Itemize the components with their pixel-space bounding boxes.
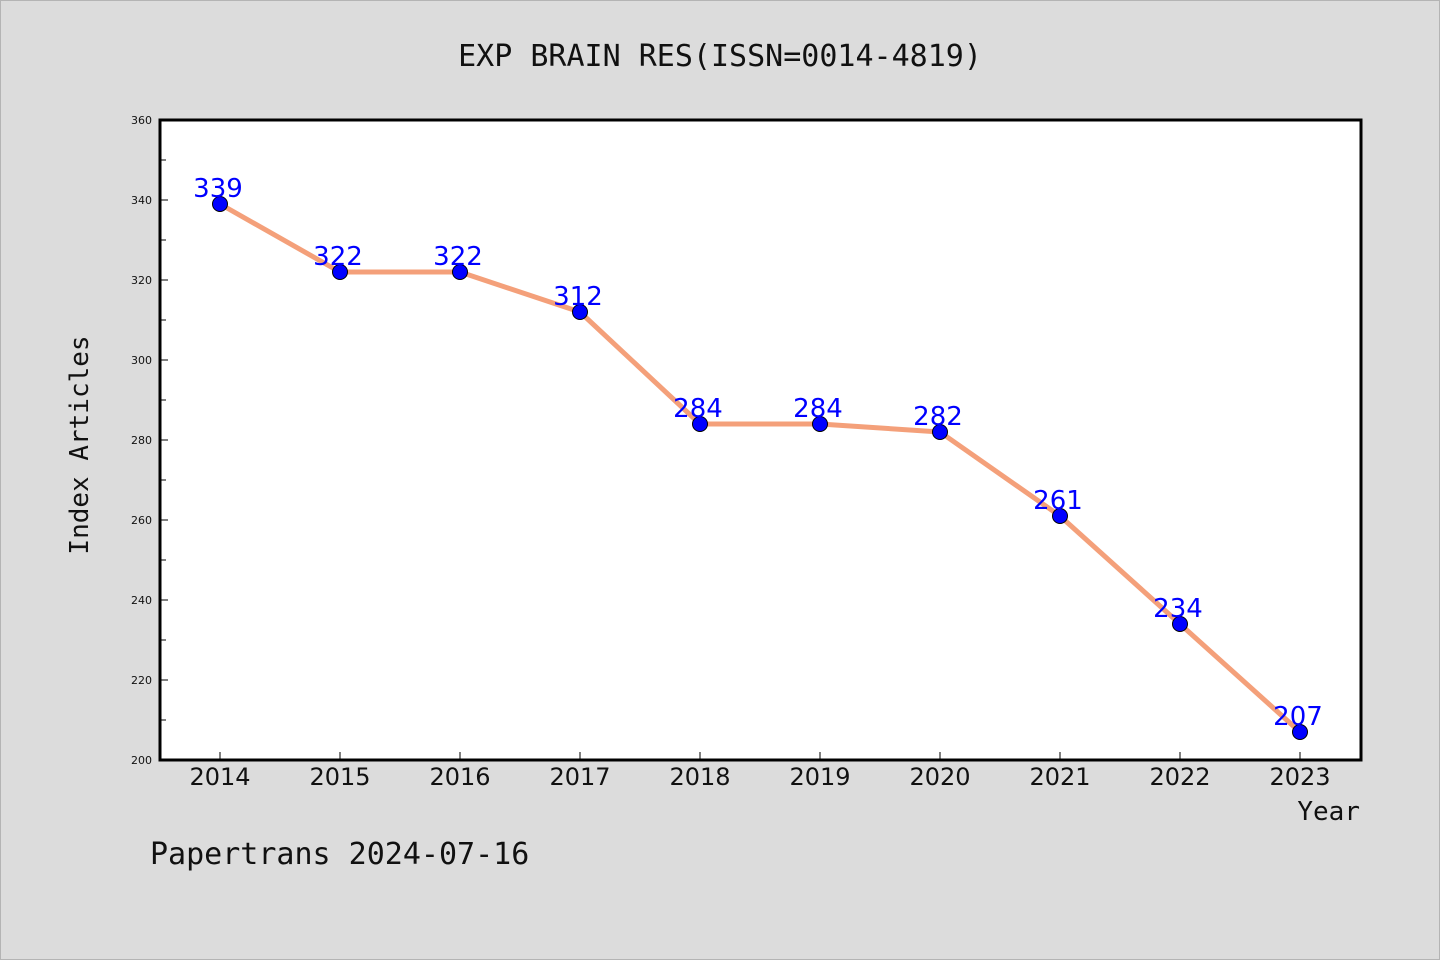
- x-axis-label: Year: [1297, 797, 1360, 827]
- series-index-articles: 339 322 322 312 284 284 282 261 234 207: [193, 174, 1323, 740]
- y-tick-label: 320: [131, 274, 152, 287]
- y-tick-label: 300: [131, 354, 152, 367]
- y-tick-label: 200: [131, 754, 152, 767]
- data-label: 322: [433, 242, 483, 272]
- data-point: [212, 196, 228, 212]
- plot-border: [158, 118, 1363, 762]
- y-axis: 200 220 240 260 280 300 320 340 360: [131, 114, 168, 767]
- data-point: [692, 416, 708, 432]
- x-tick-label: 2018: [669, 763, 730, 791]
- y-tick-label: 260: [131, 514, 152, 527]
- data-point: [1172, 616, 1188, 632]
- x-tick-label: 2017: [549, 763, 610, 791]
- x-tick-label: 2015: [309, 763, 370, 791]
- data-point: [332, 264, 348, 280]
- data-label: 284: [793, 394, 843, 424]
- data-point: [572, 304, 588, 320]
- y-tick-label: 220: [131, 674, 152, 687]
- y-tick-label: 240: [131, 594, 152, 607]
- plot-area: [160, 120, 1361, 760]
- y-tick-label: 280: [131, 434, 152, 447]
- data-label: 261: [1033, 486, 1083, 516]
- x-tick-label: 2019: [789, 763, 850, 791]
- data-point: [452, 264, 468, 280]
- footer-text: Papertrans 2024-07-16: [150, 837, 529, 872]
- data-label: 322: [313, 242, 363, 272]
- y-tick-label: 360: [131, 114, 152, 127]
- data-point: [932, 424, 948, 440]
- data-label: 207: [1273, 702, 1323, 732]
- x-tick-label: 2020: [909, 763, 970, 791]
- data-label: 234: [1153, 594, 1203, 624]
- data-label: 284: [673, 394, 723, 424]
- x-tick-label: 2021: [1029, 763, 1090, 791]
- series-line: [218, 201, 1302, 734]
- data-point: [1052, 508, 1068, 524]
- data-label: 339: [193, 174, 243, 204]
- data-point: [1292, 724, 1308, 740]
- data-label: 282: [913, 402, 963, 432]
- y-tick-label: 340: [131, 194, 152, 207]
- data-label: 312: [553, 282, 603, 312]
- x-tick-label: 2022: [1149, 763, 1210, 791]
- x-tick-label: 2023: [1269, 763, 1330, 791]
- x-tick-label: 2016: [429, 763, 490, 791]
- chart-title: EXP BRAIN RES(ISSN=0014-4819): [458, 39, 982, 74]
- data-point: [812, 416, 828, 432]
- x-tick-label: 2014: [189, 763, 250, 791]
- x-axis: 2014 2015 2016 2017 2018 2019 2020 2021 2022 2023: [189, 752, 1331, 791]
- y-axis-label: Index Articles: [65, 335, 95, 554]
